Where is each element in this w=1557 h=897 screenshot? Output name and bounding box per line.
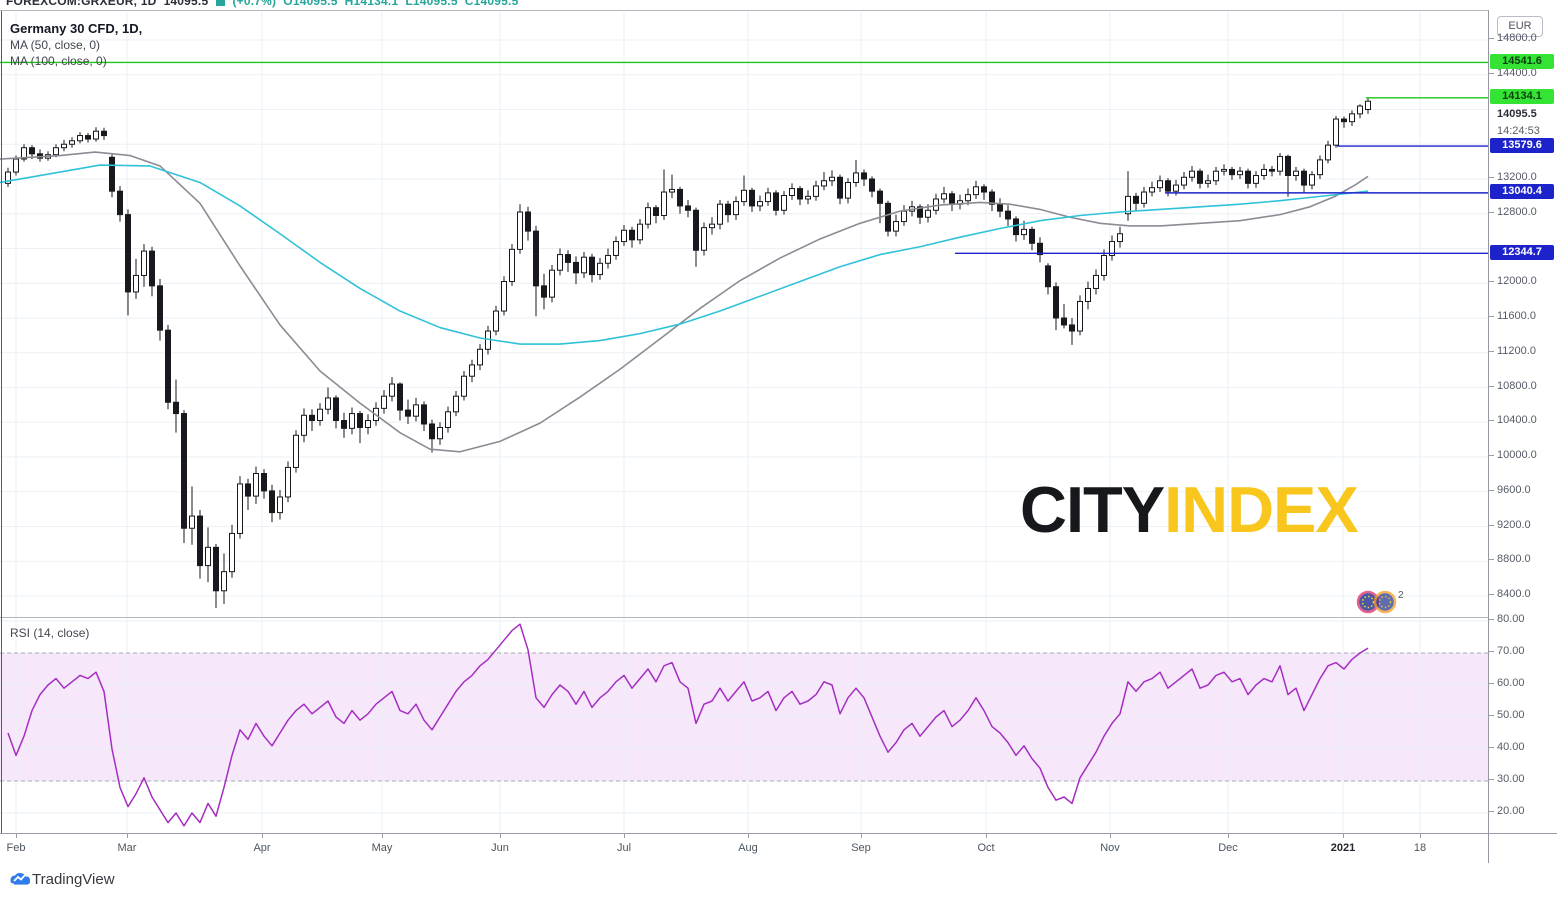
rsi-pane[interactable] bbox=[0, 617, 1488, 834]
price-tick-13200: 13200.0 bbox=[1489, 171, 1537, 183]
time-label-Apr: Apr bbox=[253, 842, 271, 854]
price-tick-10400: 10400.0 bbox=[1489, 414, 1537, 426]
time-tick bbox=[624, 834, 625, 838]
time-label-2021: 2021 bbox=[1330, 842, 1356, 854]
time-tick bbox=[16, 834, 17, 838]
rsi-chart[interactable] bbox=[0, 618, 1488, 834]
time-label-Aug: Aug bbox=[738, 842, 758, 854]
price-axis[interactable]: EUR 14800.0 14400.0 13200.0 12800.0 12000.0 1… bbox=[1488, 10, 1557, 863]
time-tick bbox=[748, 834, 749, 838]
chart-legend: Germany 30 CFD, 1D, MA (50, close, 0) MA… bbox=[10, 20, 142, 69]
price-tick-14400: 14400.0 bbox=[1489, 67, 1537, 79]
price-tick-8800: 8800.0 bbox=[1489, 553, 1531, 565]
time-tick bbox=[1228, 834, 1229, 838]
time-label-Mar: Mar bbox=[117, 842, 137, 854]
rsi-tick-80: 80.00 bbox=[1489, 613, 1525, 625]
eu-flag-icon-2 bbox=[1373, 590, 1397, 614]
time-tick bbox=[1420, 834, 1421, 838]
symbol-data-line: FOREXCOM:GRXEUR, 1D 14095.5 (+0.7%) O140… bbox=[0, 0, 1557, 10]
time-label-May: May bbox=[371, 842, 393, 854]
time-label-Jun: Jun bbox=[491, 842, 509, 854]
tradingview-logo-icon[interactable] bbox=[8, 869, 30, 889]
rsi-tick-60: 60.00 bbox=[1489, 677, 1525, 689]
time-tick bbox=[1110, 834, 1111, 838]
watermark-index: INDEX bbox=[1164, 473, 1359, 546]
candlestick-chart[interactable] bbox=[0, 11, 1488, 618]
price-tick-14800: 14800.0 bbox=[1489, 32, 1537, 44]
change-percent: (+0.7%) bbox=[232, 0, 277, 8]
ohlc-close: C14095.5 bbox=[464, 0, 519, 8]
rsi-tick-30: 30.00 bbox=[1489, 773, 1525, 785]
price-tick-9200: 9200.0 bbox=[1489, 519, 1531, 531]
last-price: 14095.5 bbox=[163, 0, 209, 8]
tradingview-brand[interactable]: TradingView bbox=[32, 871, 115, 888]
price-tick-11600: 11600.0 bbox=[1489, 310, 1536, 322]
ohlc-high: H14134.1 bbox=[344, 0, 399, 8]
rsi-tick-40: 40.00 bbox=[1489, 741, 1525, 753]
time-tick bbox=[262, 834, 263, 838]
level-label-14541.6: 14541.6 bbox=[1490, 53, 1554, 69]
rsi-tick-50: 50.00 bbox=[1489, 709, 1525, 721]
level-label-14134.1: 14134.1 bbox=[1490, 89, 1554, 105]
rsi-tick-70: 70.00 bbox=[1489, 645, 1525, 657]
price-tick-12800: 12800.0 bbox=[1489, 206, 1537, 218]
price-pane[interactable] bbox=[0, 10, 1488, 618]
price-tick-10800: 10800.0 bbox=[1489, 380, 1537, 392]
time-label-Feb: Feb bbox=[6, 842, 26, 854]
level-label-13040.4: 13040.4 bbox=[1490, 184, 1554, 200]
time-axis[interactable]: Feb Mar Apr May Jun Jul Aug Sep Oct Nov Dec 2021 18 bbox=[0, 833, 1557, 864]
price-tick-12000: 12000.0 bbox=[1489, 275, 1537, 287]
time-tick bbox=[1343, 834, 1344, 838]
ohlc-open: O14095.5 bbox=[283, 0, 338, 8]
symbol-name[interactable]: FOREXCOM:GRXEUR, 1D bbox=[6, 0, 157, 8]
price-tick-8400: 8400.0 bbox=[1489, 588, 1531, 600]
time-tick bbox=[127, 834, 128, 838]
level-label-13579.6: 13579.6 bbox=[1490, 137, 1554, 153]
current-price-label: 14095.5 bbox=[1497, 108, 1537, 120]
bar-countdown: 14:24:53 bbox=[1497, 125, 1540, 137]
time-label-Jul: Jul bbox=[616, 842, 632, 854]
price-tick-9600: 9600.0 bbox=[1489, 484, 1531, 496]
level-label-12344.7: 12344.7 bbox=[1490, 244, 1554, 260]
footer-bar: TradingView bbox=[0, 863, 1557, 897]
time-tick bbox=[986, 834, 987, 838]
time-label-Dec: Dec bbox=[1218, 842, 1238, 854]
time-label-Nov: Nov bbox=[1100, 842, 1120, 854]
time-label-18: 18 bbox=[1413, 842, 1427, 854]
time-tick bbox=[500, 834, 501, 838]
time-label-Oct: Oct bbox=[977, 842, 995, 854]
legend-ma50[interactable]: MA (50, close, 0) bbox=[10, 38, 101, 52]
time-tick bbox=[861, 834, 862, 838]
currency-toggle-button[interactable]: EUR bbox=[1497, 16, 1543, 37]
legend-symbol-title[interactable]: Germany 30 CFD, 1D, bbox=[10, 21, 143, 36]
watermark-city: CITY bbox=[1020, 473, 1165, 546]
rsi-legend[interactable]: RSI (14, close) bbox=[10, 626, 90, 640]
cityindex-watermark: CITYINDEX bbox=[1020, 472, 1359, 547]
time-tick bbox=[382, 834, 383, 838]
ohlc-low: L14095.5 bbox=[405, 0, 458, 8]
pane-left-border bbox=[1, 11, 2, 833]
price-tick-11200: 11200.0 bbox=[1489, 345, 1536, 357]
legend-ma100[interactable]: MA (100, close, 0) bbox=[10, 54, 107, 68]
badge-count: 2 bbox=[1398, 590, 1404, 601]
rsi-tick-20: 20.00 bbox=[1489, 805, 1525, 817]
price-tick-10000: 10000.0 bbox=[1489, 449, 1537, 461]
axis-corner bbox=[1488, 834, 1557, 864]
change-icon bbox=[215, 0, 225, 7]
time-label-Sep: Sep bbox=[851, 842, 871, 854]
